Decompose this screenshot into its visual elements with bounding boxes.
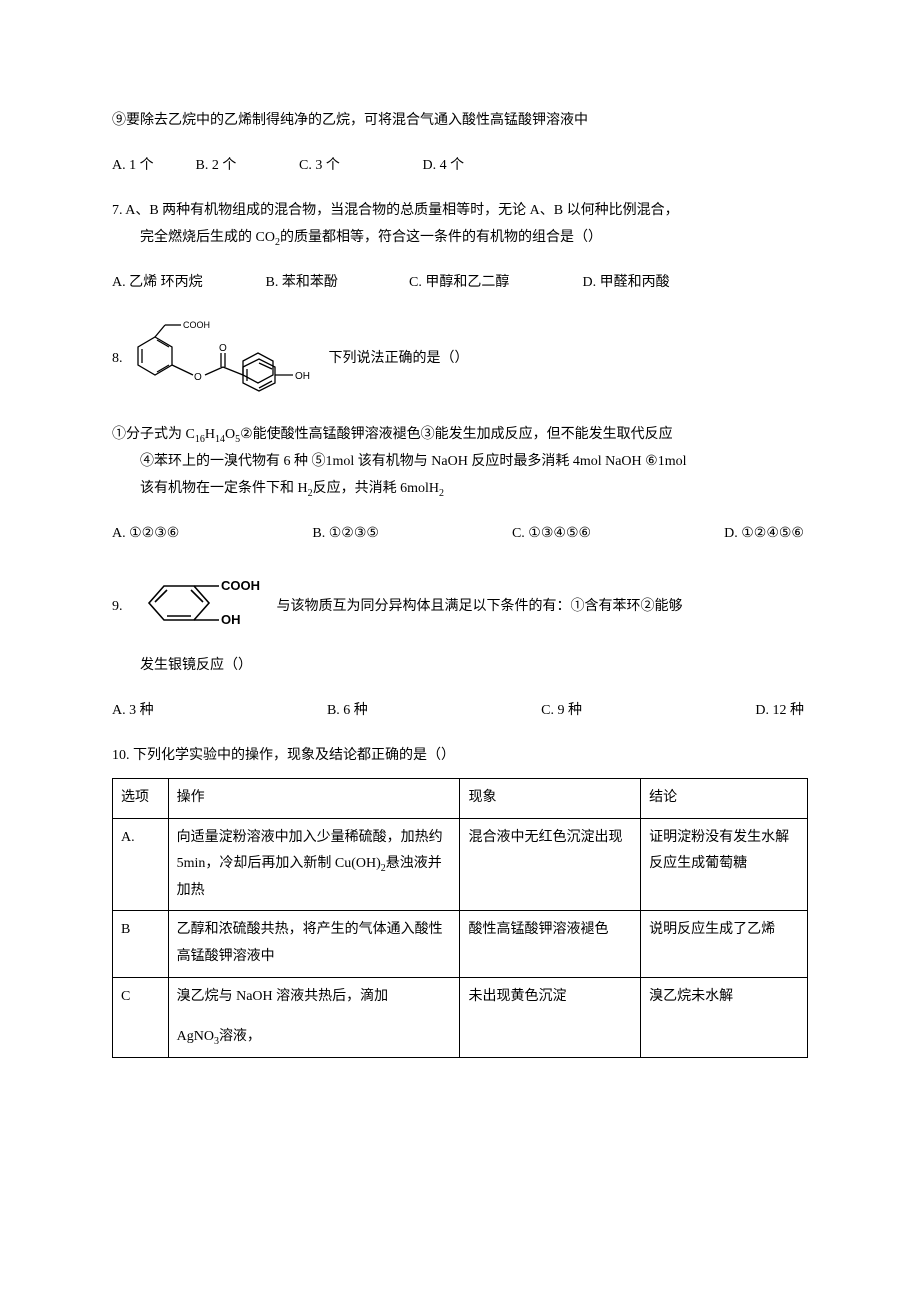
q8-stem-tail: 下列说法正确的是（） — [329, 348, 469, 369]
q8-label-o2: O — [219, 343, 227, 354]
cell-phen: 未出现黄色沉淀 — [460, 977, 641, 1057]
q8-opt-c: C. ①③④⑤⑥ — [512, 523, 591, 544]
cell-conc: 溴乙烷未水解 — [641, 977, 808, 1057]
cell-conc: 说明反应生成了乙烯 — [641, 911, 808, 977]
q8-line2: ④苯环上的一溴代物有 6 种 ⑤1mol 该有机物与 NaOH 反应时最多消耗 … — [140, 451, 808, 472]
statement-9: ⑨要除去乙烷中的乙烯制得纯净的乙烷，可将混合气通入酸性高锰酸钾溶液中 — [112, 110, 808, 131]
cell-phen: 酸性高锰酸钾溶液褪色 — [460, 911, 641, 977]
q8-opt-a: A. ①②③⑥ — [112, 523, 179, 544]
q9-label-oh: OH — [221, 612, 241, 627]
cell-op: 向适量淀粉溶液中加入少量稀硫酸，加热约 5min，冷却后再加入新制 Cu(OH)… — [168, 818, 460, 911]
q6-options: A. 1 个 B. 2 个 C. 3 个 D. 4 个 — [112, 155, 808, 176]
q8-options: A. ①②③⑥ B. ①②③⑤ C. ①③④⑤⑥ D. ①②④⑤⑥ — [112, 523, 808, 544]
q7-opt-c: C. 甲醇和乙二醇 — [409, 272, 579, 293]
q9-opt-d: D. 12 种 — [755, 700, 804, 721]
q10-table: 选项 操作 现象 结论 A. 向适量淀粉溶液中加入少量稀硫酸，加热约 5min，… — [112, 778, 808, 1058]
q8-l3s2: 2 — [439, 488, 444, 499]
q7-l2-b: 的质量都相等，符合这一条件的有机物的组合是（） — [280, 230, 602, 245]
q8-line1: ①分子式为 C16H14O5②能使酸性高锰酸钾溶液褪色③能发生加成反应，但不能发… — [140, 424, 808, 445]
q9-structure: COOH OH — [127, 568, 277, 645]
q9-label-cooh: COOH — [221, 578, 260, 593]
cell-conc: 证明淀粉没有发生水解反应生成葡萄糖 — [641, 818, 808, 911]
th-conclusion: 结论 — [641, 779, 808, 819]
q7-stem: 7. A、B 两种有机物组成的混合物，当混合物的总质量相等时，无论 A、B 以何… — [112, 200, 808, 248]
q8-opt-b: B. ①②③⑤ — [312, 523, 379, 544]
q7-options: A. 乙烯 环丙烷 B. 苯和苯酚 C. 甲醇和乙二醇 D. 甲醛和丙酸 — [112, 272, 808, 293]
q8-stem-row: 8. — [112, 317, 808, 400]
q7-opt-d: D. 甲醛和丙酸 — [583, 272, 670, 293]
q6-opt-d: D. 4 个 — [423, 155, 465, 176]
q8-number: 8. — [112, 348, 123, 369]
q8-label-oh: OH — [295, 371, 310, 382]
cell-opt: A. — [113, 818, 169, 911]
q8-l1s2: 14 — [215, 434, 225, 445]
table-head-row: 选项 操作 现象 结论 — [113, 779, 808, 819]
q8-l3a: 该有机物在一定条件下和 H — [140, 481, 308, 496]
r2-op-l2a: AgNO — [177, 1029, 214, 1044]
page-root: ⑨要除去乙烷中的乙烯制得纯净的乙烷，可将混合气通入酸性高锰酸钾溶液中 A. 1 … — [0, 0, 920, 1118]
th-phenomenon: 现象 — [460, 779, 641, 819]
q9-stem-tail: 与该物质互为同分异构体且满足以下条件的有：①含有苯环②能够 — [277, 596, 683, 617]
table-row: B 乙醇和浓硫酸共热，将产生的气体通入酸性高锰酸钾溶液中 酸性高锰酸钾溶液褪色 … — [113, 911, 808, 977]
cell-op: 乙醇和浓硫酸共热，将产生的气体通入酸性高锰酸钾溶液中 — [168, 911, 460, 977]
q8-l3b: 反应，共消耗 6molH — [313, 481, 439, 496]
q6-opt-a: A. 1 个 — [112, 155, 192, 176]
r2-op-a: 溴乙烷与 NaOH 溶液共热后，滴加 — [177, 984, 452, 1011]
q7-l2-a: 完全燃烧后生成的 CO — [140, 230, 275, 245]
q7-stem-line2: 完全燃烧后生成的 CO2的质量都相等，符合这一条件的有机物的组合是（） — [140, 227, 808, 248]
cell-opt: B — [113, 911, 169, 977]
table-row: A. 向适量淀粉溶液中加入少量稀硫酸，加热约 5min，冷却后再加入新制 Cu(… — [113, 818, 808, 911]
q9-stem-row: 9. COOH OH 与该物质互为同分异构体且满足以下条件的有：①含有苯环②能 — [112, 568, 808, 645]
r2-op-l2: AgNO3溶液， — [177, 1024, 452, 1051]
q8-l1c: O — [225, 427, 235, 442]
q8-line3: 该有机物在一定条件下和 H2反应，共消耗 6molH2 — [140, 478, 808, 499]
q8-l1a: ①分子式为 C — [112, 427, 195, 442]
q7-stem-line1: 7. A、B 两种有机物组成的混合物，当混合物的总质量相等时，无论 A、B 以何… — [140, 200, 808, 221]
cell-opt: C — [113, 977, 169, 1057]
q8-label-cooh: COOH — [183, 320, 210, 330]
th-operation: 操作 — [168, 779, 460, 819]
q9-number: 9. — [112, 596, 123, 617]
q10-stem: 10. 下列化学实验中的操作，现象及结论都正确的是（） — [112, 745, 808, 766]
q9-line2: 发生银镜反应（） — [112, 655, 808, 676]
q7-opt-a: A. 乙烯 环丙烷 — [112, 272, 262, 293]
q6-opt-b: B. 2 个 — [196, 155, 296, 176]
q7-opt-b: B. 苯和苯酚 — [266, 272, 406, 293]
th-option: 选项 — [113, 779, 169, 819]
q9-opt-c: C. 9 种 — [541, 700, 582, 721]
q9-opt-a: A. 3 种 — [112, 700, 154, 721]
q8-structure: COOH O O OH — [127, 317, 329, 400]
q9-opt-b: B. 6 种 — [327, 700, 368, 721]
cell-op: 溴乙烷与 NaOH 溶液共热后，滴加 AgNO3溶液， — [168, 977, 460, 1057]
q8-l1s1: 16 — [195, 434, 205, 445]
cell-phen: 混合液中无红色沉淀出现 — [460, 818, 641, 911]
table-row: C 溴乙烷与 NaOH 溶液共热后，滴加 AgNO3溶液， 未出现黄色沉淀 溴乙… — [113, 977, 808, 1057]
r2-op-l2b: 溶液， — [219, 1029, 261, 1044]
q8-l1d: ②能使酸性高锰酸钾溶液褪色③能发生加成反应，但不能发生取代反应 — [240, 427, 673, 442]
q8-label-o1: O — [194, 372, 202, 383]
q8-l1b: H — [205, 427, 215, 442]
q8-statements: ①分子式为 C16H14O5②能使酸性高锰酸钾溶液褪色③能发生加成反应，但不能发… — [112, 424, 808, 499]
q8-opt-d: D. ①②④⑤⑥ — [724, 523, 804, 544]
q9-options: A. 3 种 B. 6 种 C. 9 种 D. 12 种 — [112, 700, 808, 721]
q6-opt-c: C. 3 个 — [299, 155, 419, 176]
